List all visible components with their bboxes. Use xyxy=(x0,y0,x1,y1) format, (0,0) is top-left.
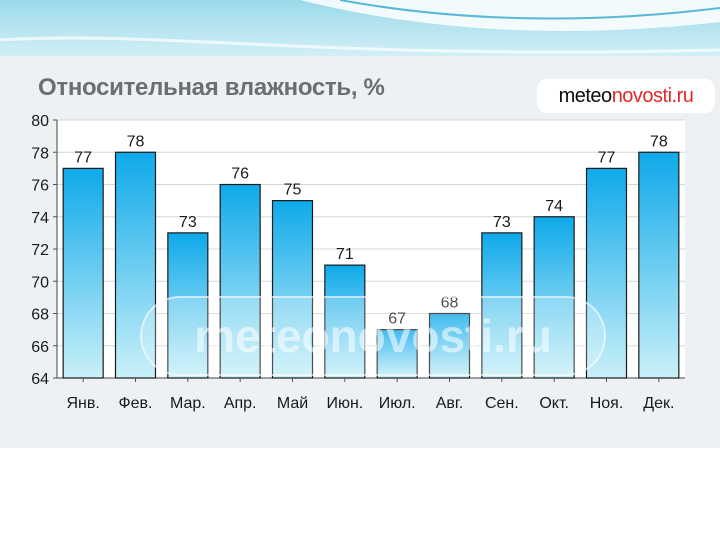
x-tick-label: Июл. xyxy=(379,395,416,412)
bar xyxy=(324,264,366,379)
x-tick-label: Сен. xyxy=(485,395,519,412)
data-label: 68 xyxy=(441,295,459,312)
x-tick-label: Окт. xyxy=(539,395,569,412)
x-tick-label: Авг. xyxy=(436,395,464,412)
bar xyxy=(585,167,628,379)
bar xyxy=(533,216,575,379)
data-label: 73 xyxy=(179,214,197,231)
y-tick-label: 66 xyxy=(31,339,49,356)
x-tick-label: Дек. xyxy=(643,395,674,412)
y-tick-label: 68 xyxy=(31,307,49,324)
bar xyxy=(62,167,104,379)
y-tick-label: 80 xyxy=(31,113,49,130)
x-tick-label: Июн. xyxy=(326,395,363,412)
brand-part-1: meteo xyxy=(558,84,613,107)
x-tick-label: Янв. xyxy=(66,395,99,412)
brand-part-2: novosti.ru xyxy=(611,84,694,107)
data-label: 78 xyxy=(127,133,145,150)
bar xyxy=(638,151,680,379)
bar xyxy=(481,232,523,379)
data-label: 78 xyxy=(650,133,668,150)
bar xyxy=(428,312,471,379)
y-tick-label: 72 xyxy=(31,242,49,259)
y-tick-label: 70 xyxy=(31,274,49,291)
brand-logo: meteo novosti.ru xyxy=(537,79,715,113)
x-tick-label: Май xyxy=(277,395,308,412)
data-label: 75 xyxy=(284,182,302,199)
chart-title: Относительная влажность, % xyxy=(38,74,385,101)
x-tick-label: Ноя. xyxy=(590,395,624,412)
x-tick-label: Мар. xyxy=(170,395,206,412)
bar xyxy=(271,200,314,379)
x-tick-label: Фев. xyxy=(118,395,152,412)
x-tick-label: Апр. xyxy=(224,395,257,412)
bar xyxy=(114,151,157,379)
data-label: 77 xyxy=(598,149,616,166)
data-label: 77 xyxy=(74,149,92,166)
y-tick-label: 76 xyxy=(31,178,49,195)
data-label: 71 xyxy=(336,246,354,263)
bar xyxy=(376,329,418,379)
bar xyxy=(219,183,261,379)
data-label: 67 xyxy=(388,311,406,328)
y-tick-label: 64 xyxy=(31,371,49,388)
data-label: 76 xyxy=(231,166,249,183)
data-label: 74 xyxy=(545,198,563,215)
y-tick-label: 78 xyxy=(31,145,49,162)
data-label: 73 xyxy=(493,214,511,231)
bar xyxy=(167,232,209,379)
y-tick-label: 74 xyxy=(31,210,49,227)
decorative-banner xyxy=(0,0,720,62)
